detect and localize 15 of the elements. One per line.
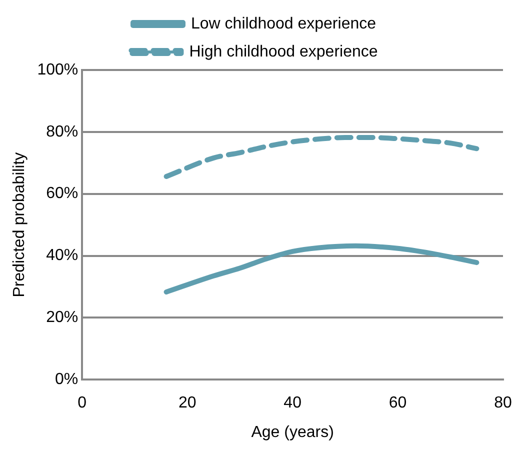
x-tick-label: 80 — [494, 394, 512, 412]
y-tick-label: 20% — [46, 309, 78, 326]
x-tick-label: 60 — [388, 394, 407, 412]
y-tick-label: 0% — [54, 371, 78, 388]
x-tick-label: 0 — [78, 394, 87, 412]
y-tick-label: 100% — [37, 61, 78, 78]
y-tick-label: 40% — [46, 247, 78, 264]
x-tick-label: 20 — [178, 394, 196, 412]
y-tick-label: 80% — [46, 123, 78, 140]
legend-label: Low childhood experience — [190, 15, 376, 32]
y-tick-label: 60% — [46, 185, 78, 202]
legend-label: High childhood experience — [189, 43, 378, 60]
x-tick-label: 40 — [284, 394, 302, 412]
y-axis-title: Predicted probability — [11, 152, 28, 298]
x-axis-title: Age (years) — [251, 424, 334, 441]
